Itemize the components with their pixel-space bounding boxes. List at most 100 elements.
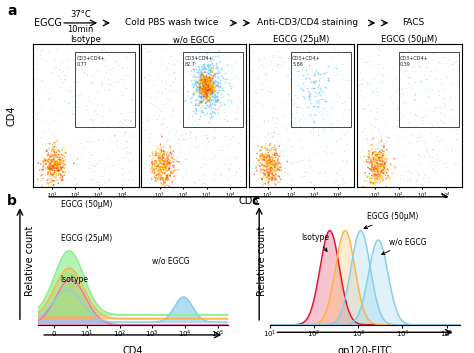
- Point: [73, 156, 81, 162]
- Point: [189, 53, 197, 59]
- Point: [45, 48, 52, 54]
- Point: [153, 152, 160, 158]
- Point: [206, 115, 214, 120]
- Point: [205, 93, 212, 98]
- Point: [200, 80, 207, 85]
- Point: [257, 147, 265, 153]
- Point: [85, 158, 93, 163]
- Point: [140, 74, 148, 79]
- Point: [374, 170, 382, 175]
- Point: [172, 167, 180, 173]
- Point: [332, 71, 340, 77]
- Point: [159, 153, 166, 158]
- Point: [378, 138, 385, 144]
- Point: [200, 86, 208, 91]
- Point: [190, 170, 197, 176]
- Point: [269, 115, 277, 120]
- Point: [128, 109, 136, 115]
- Point: [159, 165, 166, 170]
- Point: [171, 131, 179, 137]
- Point: [161, 172, 168, 177]
- Point: [339, 113, 346, 119]
- Point: [186, 71, 193, 77]
- Point: [159, 165, 167, 170]
- Point: [373, 180, 381, 185]
- Point: [271, 181, 279, 186]
- Point: [377, 173, 385, 178]
- Point: [373, 167, 380, 173]
- Point: [169, 159, 177, 165]
- Point: [164, 183, 171, 188]
- Point: [370, 135, 378, 141]
- Point: [199, 100, 206, 105]
- Point: [160, 149, 167, 154]
- Point: [305, 91, 313, 97]
- Point: [192, 82, 200, 88]
- Point: [275, 167, 283, 173]
- Point: [167, 168, 174, 173]
- Point: [48, 147, 56, 153]
- Point: [267, 166, 275, 172]
- Point: [344, 94, 351, 100]
- Point: [306, 95, 313, 101]
- Point: [47, 166, 55, 171]
- Point: [74, 92, 82, 98]
- Point: [207, 71, 214, 77]
- Point: [389, 176, 396, 181]
- Point: [157, 148, 165, 153]
- Point: [45, 156, 53, 162]
- Point: [449, 115, 456, 121]
- Point: [207, 106, 214, 112]
- Point: [209, 81, 217, 86]
- Point: [159, 116, 166, 122]
- Point: [46, 141, 53, 146]
- Point: [120, 145, 128, 151]
- Point: [309, 85, 316, 91]
- Point: [49, 163, 56, 168]
- Point: [201, 89, 209, 95]
- Point: [148, 163, 156, 168]
- Point: [55, 147, 63, 153]
- Point: [265, 173, 273, 179]
- Point: [214, 54, 222, 59]
- Point: [212, 134, 219, 140]
- Point: [203, 80, 211, 86]
- Point: [356, 175, 364, 181]
- Point: [266, 169, 273, 175]
- Point: [201, 89, 209, 95]
- Point: [368, 89, 376, 95]
- Point: [272, 171, 279, 177]
- Point: [164, 154, 172, 159]
- Point: [198, 66, 205, 71]
- Point: [49, 166, 56, 171]
- Point: [307, 179, 314, 185]
- Point: [201, 54, 209, 59]
- Point: [369, 151, 377, 156]
- Point: [60, 158, 67, 164]
- Point: [39, 157, 46, 163]
- Point: [378, 158, 385, 163]
- Point: [209, 87, 216, 93]
- Point: [259, 152, 267, 158]
- Title: Isotype: Isotype: [71, 35, 101, 44]
- Point: [204, 64, 211, 69]
- Point: [410, 63, 418, 69]
- Point: [361, 154, 368, 159]
- Point: [373, 175, 381, 181]
- Point: [273, 61, 281, 67]
- Point: [205, 71, 213, 77]
- Point: [57, 171, 65, 177]
- Point: [200, 93, 207, 99]
- Point: [206, 89, 213, 95]
- Point: [228, 99, 235, 104]
- Point: [206, 79, 214, 85]
- Point: [156, 157, 164, 163]
- Point: [369, 179, 377, 185]
- Point: [260, 157, 268, 163]
- Point: [408, 170, 416, 176]
- Point: [262, 163, 270, 168]
- Point: [251, 104, 258, 109]
- Point: [97, 79, 105, 85]
- Point: [179, 91, 186, 97]
- Point: [385, 167, 392, 173]
